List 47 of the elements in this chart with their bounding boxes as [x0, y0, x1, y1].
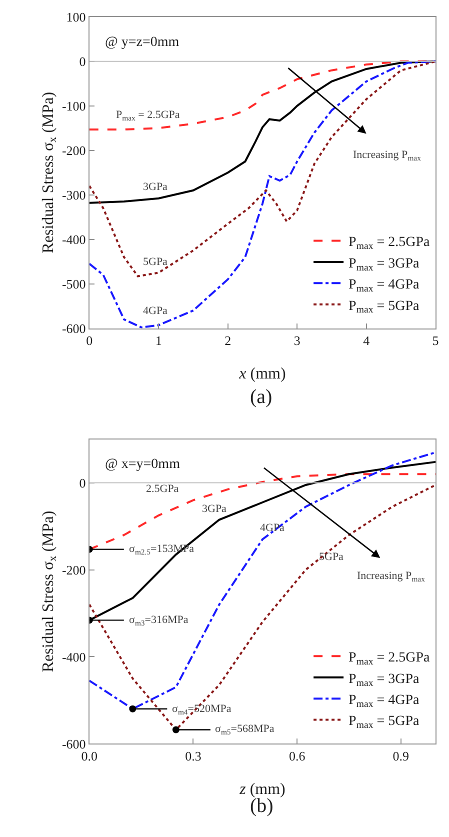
annotation: 5GPa	[319, 551, 344, 563]
text: (a)	[250, 386, 272, 408]
line-series	[89, 60, 436, 278]
x-axis-title: z (mm)	[238, 781, 286, 798]
legend-label: P$_{max}$ = 5GPa	[348, 298, 420, 316]
x-tick-label: 4	[363, 332, 370, 348]
y-tick-label: -200	[62, 142, 86, 158]
y-tick-label: -100	[62, 98, 86, 114]
annotation: 5GPa	[143, 256, 168, 268]
legend-label: P$_{max}$ = 3GPa	[348, 256, 420, 274]
x-tick-label: 5	[432, 332, 439, 348]
legend-label: P$_{max}$ = 4GPa	[348, 278, 420, 295]
legend-label: P$_{max}$ = 4GPa	[348, 693, 420, 710]
y-tick-label: 0	[79, 54, 86, 69]
annotation: Increasing P$_{max}$	[357, 570, 426, 584]
x-tick-label: 0.9	[392, 748, 410, 764]
annotation: 2.5GPa	[146, 483, 179, 495]
y-tick-label: -200	[62, 562, 86, 578]
x-tick-label: 2	[224, 332, 232, 348]
y-tick-label: -600	[62, 320, 86, 336]
y-tick-label: 100	[66, 10, 86, 25]
y-tick-label: 0	[79, 475, 86, 490]
annotation: 3GPa	[143, 181, 168, 193]
annotation: P$_{max}$ = 2.5GPa	[116, 109, 180, 122]
annotation: Increasing P$_{max}$	[353, 149, 422, 162]
y-tick-label: -300	[62, 187, 86, 202]
x-tick-label: 3	[294, 332, 300, 348]
annotation: σ$_{m3}$=316MPa	[129, 614, 188, 628]
legend-label: P$_{max}$ = 3GPa	[348, 672, 420, 689]
annotation: 3GPa	[202, 503, 227, 515]
y-tick-label: -500	[62, 276, 86, 292]
legend-label: P$_{max}$ = 2.5GPa	[348, 235, 431, 252]
annotation: 4GPa	[143, 305, 168, 317]
legend-label: P$_{max}$ = 5GPa	[348, 714, 420, 732]
line-series	[89, 60, 436, 328]
x-axis-title: x (mm)	[238, 366, 286, 383]
legend-label: P$_{max}$ = 2.5GPa	[348, 650, 431, 668]
annotation: @ x=y=0mm	[105, 457, 180, 472]
y-tick-label: -400	[62, 232, 86, 247]
annotation: @ y=z=0mm	[105, 35, 180, 50]
line-series	[89, 60, 436, 204]
x-tick-label: 0.6	[288, 748, 306, 764]
x-tick-label: 0.3	[185, 748, 202, 764]
annotation: σ$_{m4}$=520MPa	[172, 703, 232, 716]
x-tick-label: 1	[155, 332, 162, 348]
y-tick-label: -400	[62, 649, 86, 664]
annotation: σ$_{m5}$=568MPa	[215, 723, 274, 736]
